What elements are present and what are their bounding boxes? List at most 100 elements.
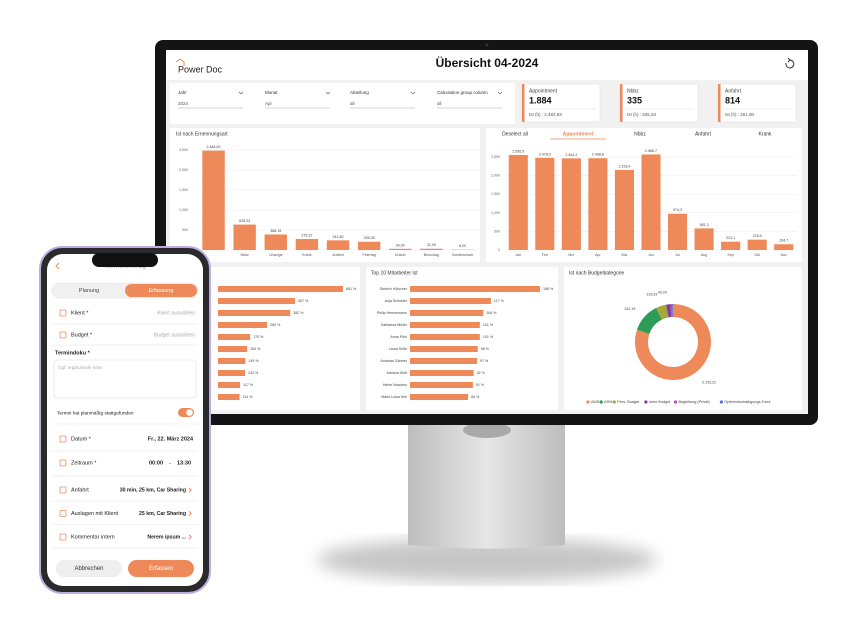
data-label: 170 % (253, 335, 264, 339)
donut-slice (635, 304, 712, 381)
bar (218, 394, 240, 400)
data-label: 260 % (270, 323, 281, 327)
tab: Krank (758, 131, 772, 137)
filter-label: Abteilung (350, 90, 369, 95)
x-tick-label: Umzüge (269, 253, 282, 257)
field-icon (59, 510, 67, 517)
x-tick-label: Sonderurlaub (452, 253, 474, 257)
camera (485, 43, 489, 47)
bar (326, 240, 350, 250)
button-label: Erfassen (149, 566, 173, 572)
segment-active (125, 284, 197, 297)
x-tick-label: Nbbz (240, 253, 249, 257)
filter-value: Apr (265, 101, 273, 106)
bar (389, 248, 412, 250)
bar (295, 238, 319, 250)
dropdown-arrow (497, 91, 503, 95)
kpi-title: Appointment (529, 88, 558, 94)
bar (218, 334, 251, 340)
dropdown-arrow (238, 91, 244, 95)
chevron (188, 510, 192, 517)
button-cancel (56, 560, 122, 577)
dropdown-arrow (410, 91, 416, 95)
y-tick-label: 1,500 (491, 192, 500, 196)
x-tick-label: Nov (781, 253, 788, 257)
legend-dot (586, 400, 590, 404)
data-label: 30,00 (396, 243, 405, 247)
bar (508, 154, 528, 250)
y-tick-label: 0 (498, 248, 500, 252)
data-label: 661 % (346, 287, 357, 291)
category-label: Philip Hentzemann (377, 311, 407, 315)
bar (561, 158, 581, 250)
legend-dot (599, 400, 603, 404)
toggle-label: Termin hat planmäßig stattgefunden (57, 410, 134, 416)
y-tick-label: 500 (494, 229, 500, 233)
bar (410, 298, 491, 304)
legend-label: Begleitung (Privat) (678, 400, 710, 404)
field-value: 13:30 (177, 460, 191, 466)
kpi-accent (718, 84, 721, 122)
legend-label: AMS (591, 400, 600, 404)
field-label: Budget * (71, 332, 93, 338)
logo: Power Doc (178, 64, 223, 74)
data-label: 974,3 (673, 208, 682, 212)
field-label: Klient * (71, 310, 89, 316)
textarea (53, 359, 197, 399)
bar (410, 322, 480, 328)
filter-value: all (437, 101, 442, 106)
field-value: Fr., 22. März 2024 (148, 436, 194, 442)
data-label: 101 % (483, 323, 494, 327)
x-tick-label: Jul (675, 253, 680, 257)
x-tick-label: Urlaub (395, 253, 406, 257)
x-tick-label: Feb (542, 253, 548, 257)
stand-neck (408, 420, 565, 549)
bar (747, 239, 767, 250)
category-label: Laura Seith (389, 347, 407, 351)
data-label: 2.153,4 (618, 164, 630, 168)
data-label: 581,3 (700, 223, 709, 227)
stand-shadow (317, 538, 657, 582)
bar (218, 298, 295, 304)
bar (614, 169, 635, 250)
legend-label: ohne Budget (649, 400, 671, 404)
category-label: Dietrich Hölscher (380, 287, 408, 291)
field-label: Anfahrt (71, 487, 89, 493)
back-arrow (55, 262, 60, 270)
field-value: 25 km, Car Sharing (139, 511, 186, 517)
bar (535, 157, 555, 250)
category-label: Maria Luisa Heil (381, 395, 407, 399)
tab: Appointment (563, 131, 594, 137)
bar (218, 346, 248, 352)
bar (641, 154, 661, 250)
legend-dot (673, 400, 678, 404)
legend-dot (612, 400, 616, 404)
kpi-sub: Ist (h) : 261,90 (725, 112, 755, 117)
bar (667, 213, 688, 250)
bar (218, 322, 268, 328)
category-label: Anna Pöhl (390, 335, 407, 339)
data-label: 98 % (481, 347, 490, 351)
tab: Nbbz (634, 131, 646, 137)
phone-screen (47, 254, 203, 586)
x-tick-label: Feiertag (363, 253, 376, 257)
filter-value: 2024 (178, 101, 189, 106)
data-label: 84 % (471, 395, 480, 399)
bar (410, 394, 469, 400)
bar (218, 358, 246, 364)
x-tick-label: Apr (595, 253, 601, 257)
data-label: 143 % (248, 371, 259, 375)
field-label: Kommentar intern (71, 534, 115, 540)
bar (410, 346, 478, 352)
donut-slice (670, 304, 673, 318)
data-label: 117 % (243, 383, 254, 387)
donut-slice (666, 304, 672, 318)
bar (588, 158, 608, 250)
bar (410, 382, 473, 388)
data-label: 2.478,3 (539, 152, 551, 156)
kpi-sub: Ist (h) : 2.484,63 (529, 112, 562, 117)
filter-label: Calculation group column (437, 90, 488, 95)
y-tick-label: 1,000 (491, 211, 500, 215)
data-label: 106 % (486, 311, 497, 315)
y-tick-label: 1,000 (179, 208, 188, 212)
